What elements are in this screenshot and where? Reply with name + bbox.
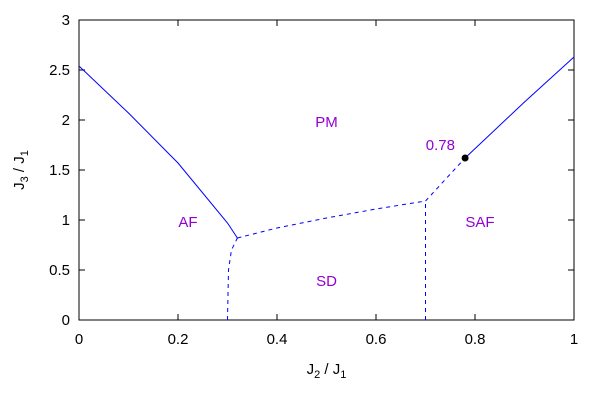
x-tick-label: 1 [570, 331, 578, 348]
annotation-af: AF [178, 214, 197, 231]
annotation-pm: PM [315, 114, 338, 131]
region-labels: PM AF SD SAF 0.78 [178, 114, 494, 290]
y-tick-label: 2.5 [49, 62, 70, 79]
dashed-boundary-2 [237, 200, 426, 239]
y-tick-label: 2 [62, 112, 70, 129]
y-tick-label: 1.5 [49, 162, 70, 179]
x-tick-label: 0.2 [168, 331, 189, 348]
y-tick-label: 3 [62, 12, 70, 29]
x-tick-label: 0.4 [267, 331, 288, 348]
x-axis-label: J2 / J1 [307, 361, 347, 381]
x-tick-label: 0.8 [465, 331, 486, 348]
x-tick-label: 0 [75, 331, 83, 348]
annotation-saf: SAF [465, 214, 494, 231]
annotation-sd: SD [316, 273, 337, 290]
solid-boundary-0 [78, 65, 238, 239]
y-axis-label: J3 / J1 [11, 150, 31, 190]
data-points [461, 154, 469, 162]
y-tick-label: 1 [62, 212, 70, 229]
critical-point [461, 154, 469, 162]
solid-boundary-5 [464, 56, 575, 159]
dashed-boundary-4 [425, 157, 466, 202]
annotation-0-78: 0.78 [426, 137, 455, 154]
y-tick-label: 0 [62, 312, 70, 329]
dashed-boundary-1 [227, 237, 238, 321]
x-tick-label: 0.6 [366, 331, 387, 348]
y-tick-label: 0.5 [49, 262, 70, 279]
axis-ticks: 0 0.2 0.4 0.6 0.8 1 0 0.5 1 1.5 2 2.5 3 [49, 12, 578, 348]
phase-boundaries [78, 56, 575, 321]
